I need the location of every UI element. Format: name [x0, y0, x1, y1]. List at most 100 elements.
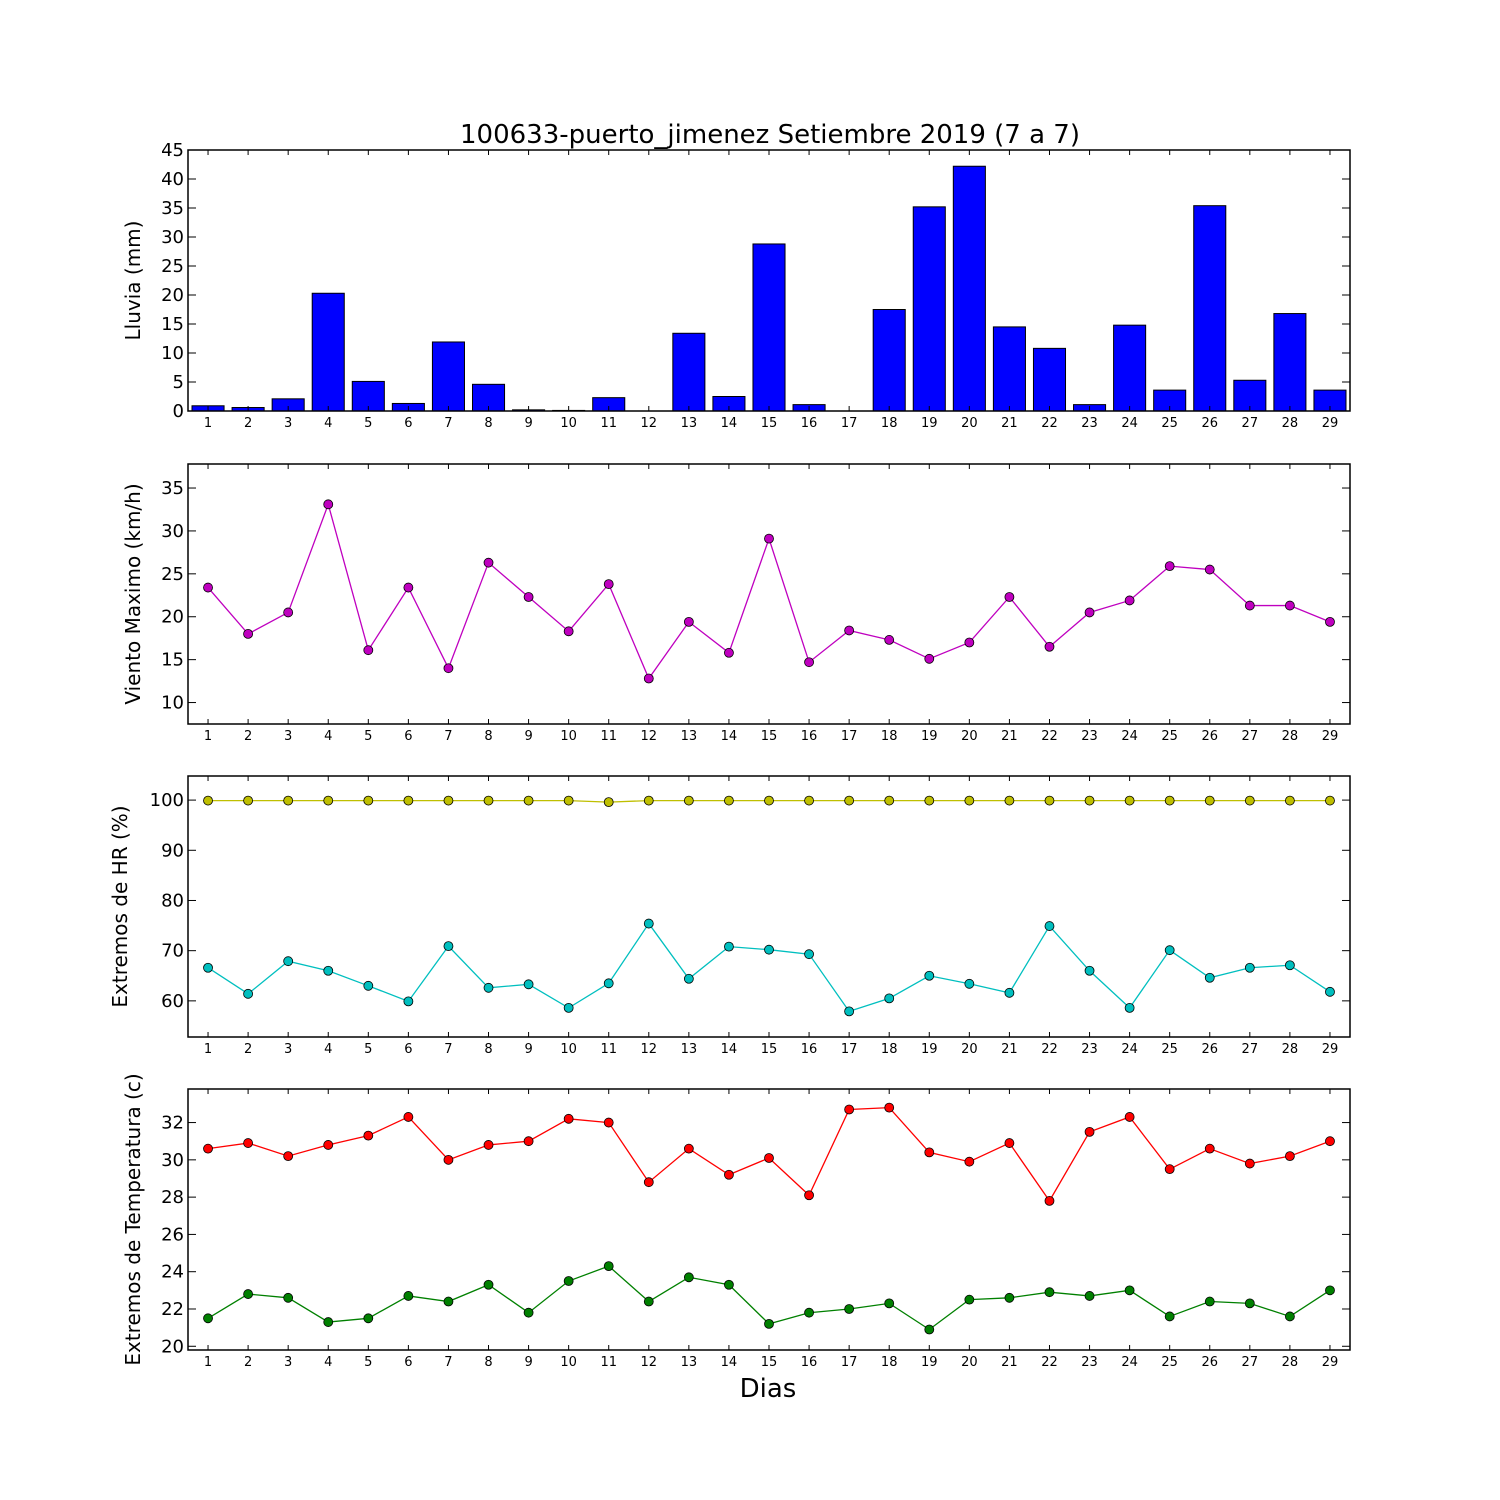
x-tick-label: 23 — [1081, 1042, 1098, 1057]
x-tick-label: 19 — [921, 1042, 938, 1057]
x-tick-label: 10 — [560, 1042, 577, 1057]
x-tick-label: 21 — [1001, 1042, 1018, 1057]
panel-2-series-1-point-day-18 — [884, 635, 895, 645]
panel-4-series-1-point-day-8 — [483, 1140, 494, 1150]
x-tick-label: 17 — [841, 416, 858, 431]
panel-4-series-2-point-day-13 — [683, 1272, 694, 1283]
x-tick-label: 20 — [961, 729, 978, 744]
panel-4-series-2-point-day-4 — [323, 1317, 334, 1327]
panel-2-y-axis-label: Viento Maximo (km/h) — [121, 483, 145, 704]
panel-3-series-2-point-day-2 — [243, 988, 254, 999]
x-tick-label: 8 — [484, 1355, 492, 1370]
x-tick-label: 25 — [1161, 729, 1178, 744]
panel-4-series-2-point-day-12 — [643, 1296, 654, 1307]
rain-bar-day-4 — [311, 292, 345, 412]
x-tick-label: 28 — [1282, 729, 1299, 744]
x-tick-label: 4 — [324, 416, 332, 431]
panel-3-series-2-point-day-14 — [724, 941, 734, 952]
panel-4-series-1-point-day-17 — [844, 1104, 855, 1115]
panel-4-series-1-point-day-6 — [403, 1112, 414, 1122]
x-tick-label: 3 — [284, 1355, 292, 1370]
panel-4-series-2-point-day-3 — [283, 1292, 294, 1303]
panel-4-series-1-point-day-26 — [1204, 1143, 1215, 1154]
panel-2-series-1-point-day-8 — [483, 557, 494, 568]
panel-3-series-1-point-day-26 — [1204, 795, 1215, 806]
x-tick-label: 3 — [284, 416, 292, 431]
panel-3-series-1-point-day-7 — [443, 795, 454, 806]
x-tick-label: 14 — [721, 729, 738, 744]
panel-4-series-1-point-day-21 — [1004, 1138, 1015, 1148]
panel-3-series-2-point-day-7 — [443, 941, 454, 952]
panel-4-series-1-point-day-9 — [523, 1136, 534, 1147]
panel-4-series-2-point-day-23 — [1084, 1291, 1095, 1301]
panel-4-series-1-point-day-24 — [1124, 1112, 1135, 1122]
panel-4-series-2-point-day-1 — [203, 1313, 213, 1324]
panel-3-series-2-point-day-11 — [603, 978, 614, 989]
x-tick-label: 20 — [961, 416, 978, 431]
panel-4-series-2-point-day-15 — [764, 1319, 774, 1329]
y-tick-label: 20 — [161, 285, 184, 306]
panel-4-series-1-point-day-11 — [603, 1117, 614, 1128]
x-tick-label: 29 — [1322, 416, 1339, 431]
x-tick-label: 25 — [1161, 416, 1178, 431]
panel-2-series-1-point-day-22 — [1044, 641, 1055, 652]
x-tick-label: 9 — [524, 1042, 532, 1057]
panel-3-series-1-point-day-29 — [1325, 795, 1335, 806]
panel-4-series-1-point-day-7 — [443, 1154, 454, 1165]
x-tick-label: 15 — [761, 729, 778, 744]
panel-4-series-1-point-day-28 — [1285, 1151, 1295, 1162]
panel-3-series-1-point-day-10 — [563, 795, 574, 806]
panel-2-series-1-point-day-19 — [924, 653, 935, 664]
y-tick-label: 25 — [161, 256, 184, 277]
x-tick-label: 13 — [681, 416, 698, 431]
panel-2-series-1-point-day-24 — [1124, 595, 1135, 606]
panel-3-series-1-point-day-5 — [363, 795, 374, 806]
panel-1-y-axis-label: Lluvia (mm) — [121, 221, 145, 341]
panel-2-series-1-point-day-28 — [1285, 600, 1295, 611]
panel-3-series-2-point-day-17 — [844, 1006, 855, 1017]
x-tick-label: 7 — [444, 729, 452, 744]
panel-2-series-1-point-day-26 — [1204, 564, 1215, 575]
x-tick-label: 18 — [881, 1355, 898, 1370]
panel-4-series-2-point-day-22 — [1044, 1287, 1055, 1298]
panel-2-series-1-point-day-6 — [403, 582, 414, 593]
y-tick-label: 24 — [161, 1262, 184, 1283]
panel-3-series-1-point-day-3 — [283, 795, 294, 806]
x-tick-label: 5 — [364, 1042, 372, 1057]
y-tick-label: 10 — [161, 693, 184, 714]
panel-2-series-1-point-day-4 — [323, 499, 334, 510]
y-tick-label: 90 — [161, 840, 184, 861]
panel-4-series-1-point-day-15 — [764, 1153, 774, 1163]
x-tick-label: 13 — [681, 1355, 698, 1370]
x-tick-label: 15 — [761, 1355, 778, 1370]
panel-3-series-2-point-day-19 — [924, 970, 935, 981]
x-tick-label: 8 — [484, 729, 492, 744]
panel-4-series-1-point-day-14 — [724, 1169, 734, 1180]
x-tick-label: 1 — [204, 416, 212, 431]
y-tick-label: 22 — [161, 1299, 184, 1320]
x-tick-label: 22 — [1041, 416, 1058, 431]
panel-3-series-1-point-day-12 — [643, 795, 654, 806]
x-tick-label: 19 — [921, 729, 938, 744]
x-tick-label: 6 — [404, 1042, 412, 1057]
x-tick-label: 20 — [961, 1355, 978, 1370]
panel-2-series-1-point-day-13 — [683, 616, 694, 627]
x-tick-label: 26 — [1201, 1042, 1218, 1057]
chart-panels: 1 2 3 4 5 6 7 8 9 10 11 12 13 14 15 16 17 18 19 20 21 22 23 24 2… — [108, 140, 1351, 1370]
rain-bar-day-20 — [952, 165, 986, 412]
panel-4-series-1-point-day-2 — [243, 1138, 254, 1148]
panel-2-series-1-point-day-29 — [1325, 616, 1335, 627]
x-tick-label: 21 — [1001, 729, 1018, 744]
x-tick-label: 13 — [681, 1042, 698, 1057]
panel-4-series-2-point-day-19 — [924, 1324, 935, 1335]
panel-4-series-2-point-day-20 — [964, 1294, 975, 1305]
panel-4-series-1-point-day-3 — [283, 1151, 294, 1162]
x-tick-label: 12 — [641, 1042, 658, 1057]
y-tick-label: 20 — [161, 1336, 184, 1357]
panel-4-series-2-point-day-2 — [243, 1289, 254, 1299]
panel-3-series-1-point-day-8 — [483, 795, 494, 806]
panel-3-series-1-point-day-28 — [1285, 795, 1295, 806]
panel-3-series-2-point-day-5 — [363, 980, 374, 991]
panel-3-y-axis-label: Extremos de HR (%) — [108, 805, 132, 1007]
